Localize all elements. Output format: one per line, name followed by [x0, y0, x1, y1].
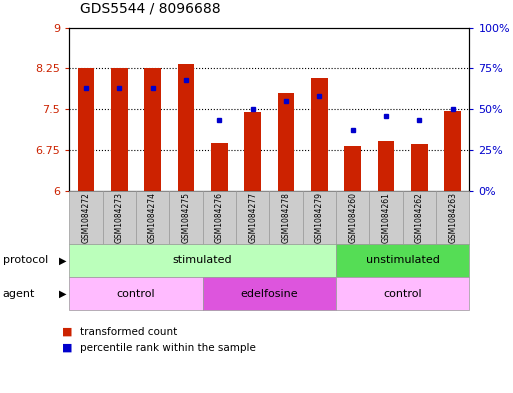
Text: ▶: ▶ [59, 255, 67, 265]
Bar [378, 141, 394, 191]
Bar [344, 146, 361, 191]
Text: GSM1084263: GSM1084263 [448, 192, 457, 242]
Text: unstimulated: unstimulated [366, 255, 440, 265]
Text: control: control [383, 289, 422, 299]
Bar [411, 144, 428, 191]
Text: ■: ■ [62, 327, 72, 337]
Bar [311, 77, 328, 191]
Text: GSM1084277: GSM1084277 [248, 192, 257, 242]
Text: transformed count: transformed count [80, 327, 177, 337]
Text: GSM1084273: GSM1084273 [115, 192, 124, 242]
Text: edelfosine: edelfosine [241, 289, 298, 299]
Text: control: control [116, 289, 155, 299]
Bar [444, 111, 461, 191]
Text: GSM1084261: GSM1084261 [382, 192, 390, 242]
Bar [177, 64, 194, 191]
Bar [111, 68, 128, 191]
Bar [244, 112, 261, 191]
Text: ▶: ▶ [59, 289, 67, 299]
Text: GSM1084276: GSM1084276 [215, 192, 224, 242]
Text: GSM1084274: GSM1084274 [148, 192, 157, 242]
Text: GSM1084275: GSM1084275 [182, 192, 190, 242]
Bar [77, 68, 94, 191]
Text: GSM1084272: GSM1084272 [82, 192, 90, 242]
Text: GSM1084262: GSM1084262 [415, 192, 424, 242]
Text: agent: agent [3, 289, 35, 299]
Text: protocol: protocol [3, 255, 48, 265]
Text: GSM1084279: GSM1084279 [315, 192, 324, 242]
Text: percentile rank within the sample: percentile rank within the sample [80, 343, 255, 353]
Text: GSM1084260: GSM1084260 [348, 192, 357, 242]
Text: stimulated: stimulated [173, 255, 232, 265]
Text: ■: ■ [62, 343, 72, 353]
Text: GDS5544 / 8096688: GDS5544 / 8096688 [80, 2, 220, 16]
Bar [278, 93, 294, 191]
Bar [211, 143, 228, 191]
Bar [144, 68, 161, 191]
Text: GSM1084278: GSM1084278 [282, 192, 290, 242]
